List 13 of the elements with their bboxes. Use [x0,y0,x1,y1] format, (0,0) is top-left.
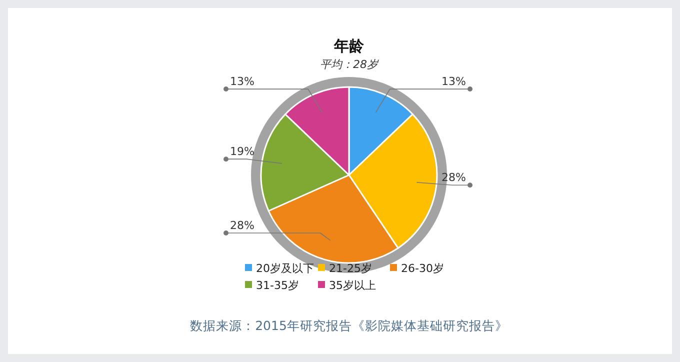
legend-label: 20岁及以下 [256,262,314,275]
legend-label: 35岁以上 [329,279,376,292]
data-label: 28% [230,219,254,232]
legend-label: 21-25岁 [329,262,372,275]
legend-label: 31-35岁 [256,279,299,292]
source-note: 数据来源：2015年研究报告《影院媒体基础研究报告》 [190,318,508,333]
chart-title: 年龄 [333,37,365,55]
chart-subtitle: 平均：28岁 [320,58,379,71]
data-label: 13% [442,75,466,88]
data-label: 28% [442,171,466,184]
legend-label: 26-30岁 [401,262,444,275]
data-label: 19% [230,145,254,158]
data-label: 13% [230,75,254,88]
